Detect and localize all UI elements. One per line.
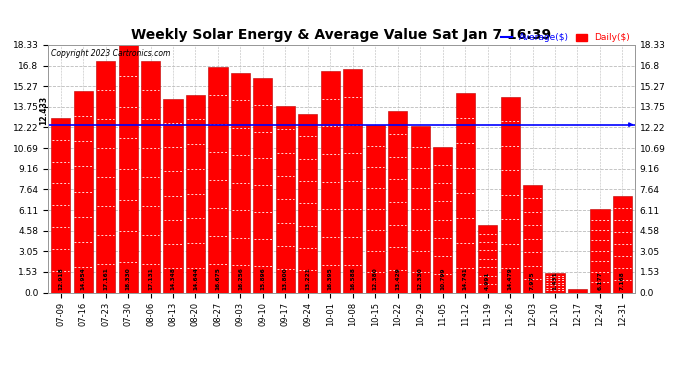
Bar xyxy=(96,61,115,292)
Bar xyxy=(253,78,273,292)
Text: 13.800: 13.800 xyxy=(283,268,288,291)
Title: Weekly Solar Energy & Average Value Sat Jan 7 16:39: Weekly Solar Energy & Average Value Sat … xyxy=(132,28,551,42)
Bar xyxy=(321,71,340,292)
Text: 17.131: 17.131 xyxy=(148,268,153,291)
Bar xyxy=(478,225,497,292)
Text: 16.395: 16.395 xyxy=(328,268,333,291)
Text: 7.975: 7.975 xyxy=(530,272,535,291)
Bar xyxy=(500,97,520,292)
Bar xyxy=(388,111,407,292)
Bar xyxy=(546,273,564,292)
Text: 14.479: 14.479 xyxy=(508,268,513,291)
Bar xyxy=(411,126,430,292)
Text: 14.954: 14.954 xyxy=(81,268,86,291)
Text: 14.741: 14.741 xyxy=(462,268,468,291)
Bar xyxy=(231,73,250,292)
Bar xyxy=(568,289,587,292)
Bar xyxy=(276,106,295,292)
Text: 17.161: 17.161 xyxy=(103,268,108,291)
Bar xyxy=(298,114,317,292)
Text: 7.168: 7.168 xyxy=(620,272,625,291)
Text: 6.177: 6.177 xyxy=(598,272,602,291)
Text: 18.330: 18.330 xyxy=(126,268,130,291)
Bar xyxy=(51,118,70,292)
Legend: Average($), Daily($): Average($), Daily($) xyxy=(501,33,630,42)
Text: 1.431: 1.431 xyxy=(553,272,558,291)
Text: 15.896: 15.896 xyxy=(260,268,266,291)
Bar xyxy=(591,209,609,292)
Text: 16.675: 16.675 xyxy=(215,268,221,291)
Bar xyxy=(74,91,92,292)
Text: 14.348: 14.348 xyxy=(170,268,175,291)
Bar xyxy=(186,95,205,292)
Bar xyxy=(208,68,228,292)
Bar xyxy=(141,61,160,292)
Bar xyxy=(164,99,183,292)
Text: 12.330: 12.330 xyxy=(417,268,423,291)
Bar xyxy=(343,69,362,292)
Bar xyxy=(433,147,452,292)
Text: 12.433: 12.433 xyxy=(0,374,1,375)
Bar xyxy=(119,45,137,292)
Bar xyxy=(523,185,542,292)
Text: 12.380: 12.380 xyxy=(373,268,377,291)
Text: 13.429: 13.429 xyxy=(395,268,400,291)
Text: 13.221: 13.221 xyxy=(306,268,310,291)
Text: 10.799: 10.799 xyxy=(440,268,445,291)
Text: 16.588: 16.588 xyxy=(351,268,355,291)
Bar xyxy=(366,125,385,292)
Text: 16.256: 16.256 xyxy=(238,268,243,291)
Text: Copyright 2023 Cartronics.com: Copyright 2023 Cartronics.com xyxy=(51,49,170,58)
Bar xyxy=(613,196,632,292)
Text: 12.918: 12.918 xyxy=(58,268,63,291)
Text: 14.644: 14.644 xyxy=(193,268,198,291)
Text: 4.991: 4.991 xyxy=(485,272,490,291)
Bar xyxy=(455,93,475,292)
Text: 12.433: 12.433 xyxy=(39,96,48,124)
